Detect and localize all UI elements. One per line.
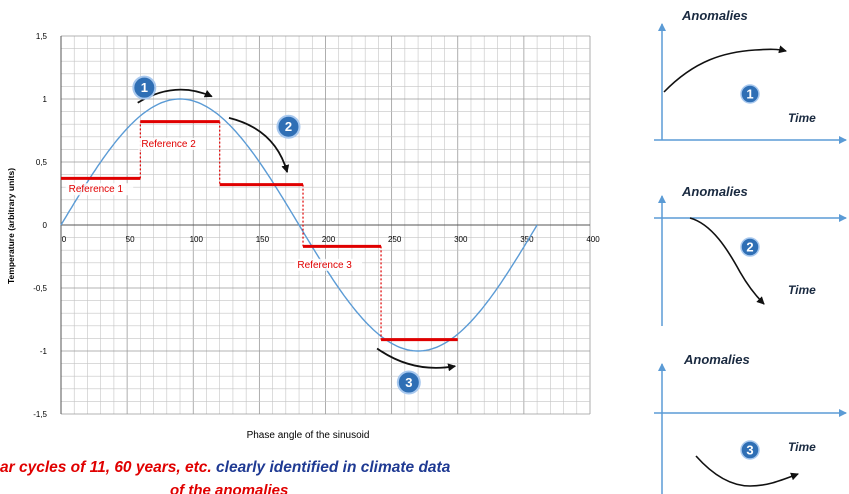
side-1-time-label: Time	[788, 111, 816, 125]
sine-series-line	[60, 98, 538, 352]
side-3-trend-arrow	[695, 455, 799, 487]
side-2-title: Anomalies	[681, 184, 748, 199]
side-3-badge	[740, 440, 760, 460]
side-panel-2: Anomalies Time 2	[654, 184, 847, 326]
caption-part-2: clearly identified in climate data	[216, 459, 451, 476]
reference-label-2: Reference 2	[141, 139, 196, 150]
x-tick-label: 400	[586, 235, 600, 244]
reference-label-1: Reference 1	[69, 184, 124, 195]
badge-1-number: 1	[141, 80, 148, 95]
x-tick-label: 250	[388, 235, 402, 244]
side-2-badge	[740, 237, 760, 257]
x-tick-label: 200	[322, 235, 336, 244]
badge-1	[132, 75, 157, 100]
side-panel-1: Anomalies Time 1	[654, 8, 847, 144]
side-3-badge-number: 3	[746, 443, 753, 458]
side-2-badge-number: 2	[746, 240, 753, 255]
caption-part-1: ar cycles of 11, 60 years, etc.	[0, 459, 212, 476]
tick-labels: 0 50 100 150 200 250 300 350 400 1,5 1 0,5 0 -0,5 -1 -1…	[33, 32, 600, 419]
x-tick-label: 350	[520, 235, 534, 244]
x-tick-label: 150	[256, 235, 270, 244]
reference-label-bg	[138, 137, 206, 150]
y-tick-label: 0	[43, 221, 48, 230]
side-panel-3: Anomalies Time 3	[654, 352, 847, 494]
side-1-badge-number: 1	[746, 87, 753, 102]
reference-label-bg	[294, 258, 363, 271]
y-tick-label: -0,5	[33, 284, 47, 293]
x-tick-label: 300	[454, 235, 468, 244]
side-2-time-label: Time	[788, 283, 816, 297]
series-layer	[60, 98, 538, 352]
reference-label-3: Reference 3	[297, 260, 352, 271]
annotation-layer: Reference 1 Reference 2 Reference 3 1 2 3	[65, 75, 457, 395]
trend-arrow-3	[376, 347, 457, 372]
side-3-time-label: Time	[788, 440, 816, 454]
side-1-title: Anomalies	[681, 8, 748, 23]
x-axis-label: Phase angle of the sinusoid	[247, 430, 370, 441]
y-tick-label: 1,5	[36, 32, 48, 41]
x-tick-label: 50	[126, 235, 135, 244]
y-axis-label: Temperature (arbitrary units)	[6, 168, 16, 284]
phase-chart: 0 50 100 150 200 250 300 350 400 1,5 1 0,5 0 -0,5 -1 -1…	[6, 32, 600, 441]
side-3-title: Anomalies	[683, 352, 750, 367]
x-tick-label: 0	[62, 235, 67, 244]
caption-line-1: ar cycles of 11, 60 years, etc. clearly …	[0, 459, 640, 477]
badge-2	[276, 114, 301, 139]
y-tick-label: 0,5	[36, 158, 48, 167]
badge-2-number: 2	[285, 119, 292, 134]
x-tick-label: 100	[190, 235, 204, 244]
y-tick-label: -1	[40, 347, 48, 356]
caption-line-2: of the anomalies	[170, 482, 289, 494]
reference-label-bg	[65, 183, 134, 196]
badge-3-number: 3	[405, 375, 412, 390]
trend-arrow-2	[228, 117, 290, 174]
side-1-trend-arrow	[663, 45, 787, 93]
badge-3	[396, 370, 421, 395]
y-tick-label: -1,5	[33, 410, 47, 419]
side-1-badge	[740, 84, 760, 104]
y-tick-label: 1	[43, 95, 48, 104]
side-2-trend-arrow	[689, 217, 765, 305]
